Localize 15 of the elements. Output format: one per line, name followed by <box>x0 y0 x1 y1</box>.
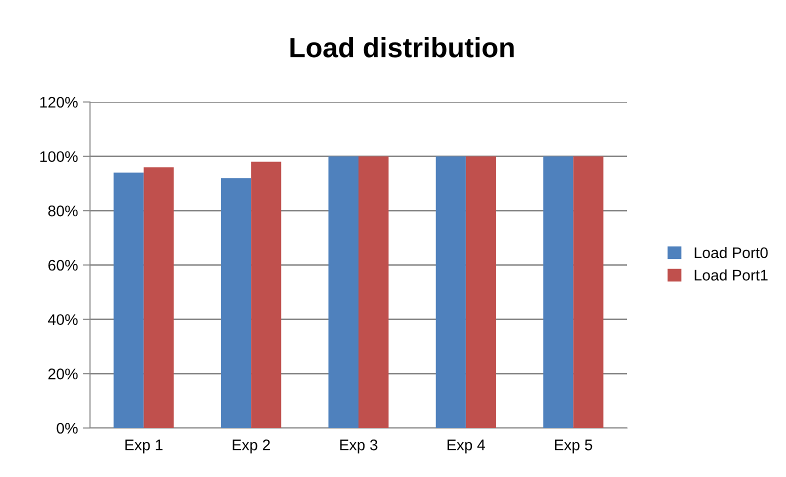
y-tick-label: 100% <box>40 151 78 162</box>
legend-label: Load Port0 <box>694 246 768 258</box>
y-tick-label: 0% <box>56 422 78 434</box>
y-tick-label: 120% <box>40 96 78 108</box>
legend-label: Load Port1 <box>694 269 768 281</box>
chart-title: Load distribution <box>290 37 514 58</box>
y-tick-label: 20% <box>48 368 78 380</box>
x-tick-label: Exp 2 <box>232 440 270 454</box>
x-tick-label: Exp 4 <box>448 440 485 454</box>
y-tick-label: 80% <box>48 206 78 216</box>
y-tick-label: 60% <box>48 260 78 271</box>
y-tick-label: 40% <box>48 314 78 326</box>
x-tick-label: Exp 5 <box>555 440 592 454</box>
x-tick-label: Exp 1 <box>125 440 162 454</box>
x-tick-label: Exp 3 <box>340 440 378 454</box>
